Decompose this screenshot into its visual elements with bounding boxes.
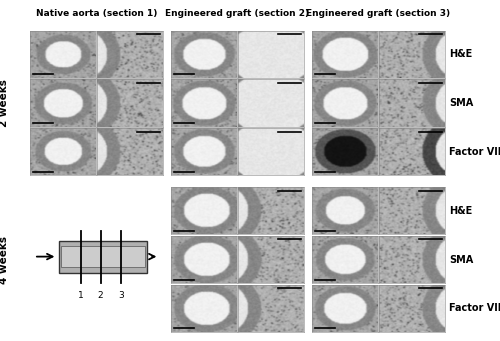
Text: SMA: SMA (449, 98, 473, 108)
Text: H&E: H&E (449, 49, 472, 59)
Bar (60, 241, 148, 272)
Text: SMA: SMA (449, 254, 473, 265)
Text: Native aorta (section 1): Native aorta (section 1) (36, 9, 158, 17)
Text: Engineered graft (section 3): Engineered graft (section 3) (306, 9, 450, 17)
Text: Engineered graft (section 2): Engineered graft (section 2) (166, 9, 310, 17)
Text: Factor VIII: Factor VIII (449, 147, 500, 157)
Text: H&E: H&E (449, 206, 472, 216)
Text: 2 weeks: 2 weeks (0, 79, 9, 127)
Text: 1: 1 (78, 291, 84, 300)
Text: Factor VIII: Factor VIII (449, 303, 500, 313)
Text: 3: 3 (118, 291, 124, 300)
Bar (62, 247, 146, 267)
Text: 4 weeks: 4 weeks (0, 236, 9, 283)
Text: 2: 2 (98, 291, 103, 300)
